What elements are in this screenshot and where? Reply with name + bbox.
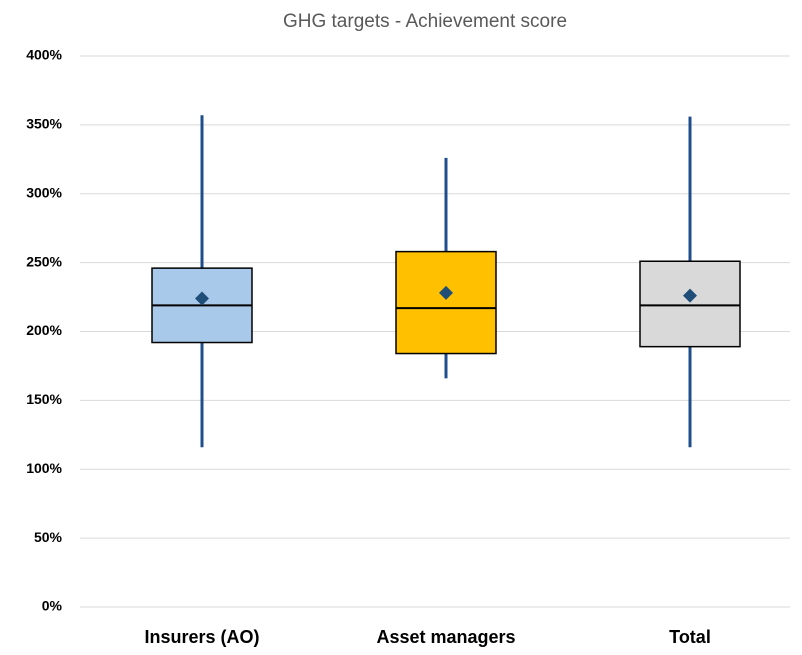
box — [395, 250, 497, 355]
chart-title: GHG targets - Achievement score — [283, 11, 567, 32]
mean-marker — [683, 288, 697, 303]
y-tick-label: 150% — [26, 391, 62, 407]
x-tick-label: Total — [669, 627, 711, 647]
y-tick-label: 0% — [42, 598, 63, 614]
y-tick-label: 200% — [26, 322, 62, 338]
y-tick-label: 250% — [26, 253, 62, 269]
box — [639, 260, 741, 348]
y-tick-label: 350% — [26, 116, 62, 132]
x-tick-label: Asset managers — [376, 627, 515, 647]
y-tick-label: 400% — [26, 47, 62, 63]
mean-marker — [195, 291, 209, 306]
y-tick-label: 50% — [34, 529, 63, 545]
x-tick-label: Insurers (AO) — [144, 627, 259, 647]
y-tick-label: 100% — [26, 460, 62, 476]
y-tick-label: 300% — [26, 184, 62, 200]
mean-marker — [439, 285, 453, 300]
